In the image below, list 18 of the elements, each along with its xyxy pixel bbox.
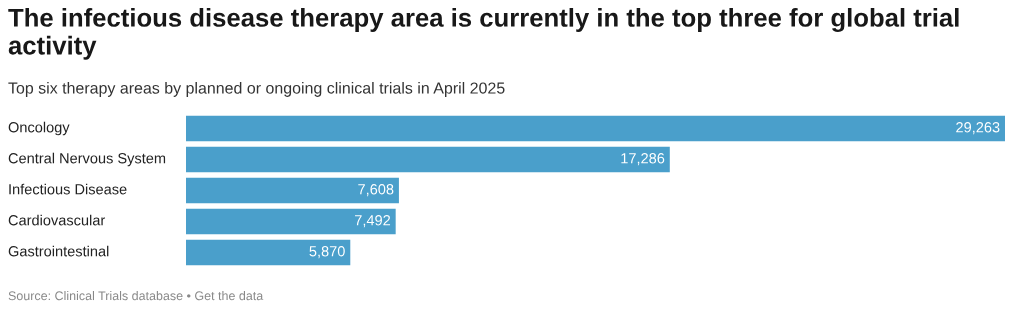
data-label: 29,263 [956,122,1000,135]
chart-title: The infectious disease therapy area is currently in the top three for global trial activity [8,8,959,60]
chart-subtitle: Top six therapy areas by planned or ongoing clinical trials in April 2025 [8,82,505,97]
data-label: 7,492 [355,215,391,228]
y-tick-label: Oncology [8,121,70,136]
bar [186,177,399,204]
y-tick-label: Central Nervous System [8,152,166,167]
y-tick-label: Infectious Disease [9,183,127,195]
bar [186,239,351,266]
source-note: Source: Clinical Trials database • Get the data [8,291,264,301]
data-label: 7,608 [358,184,394,197]
y-tick-label: Gastrointestinal [8,245,109,257]
bar [186,208,396,235]
y-tick-label: Cardiovascular [8,214,106,226]
data-label: 5,870 [309,246,345,259]
bar [186,115,1005,142]
data-label: 17,286 [621,153,665,166]
bar [186,146,670,173]
